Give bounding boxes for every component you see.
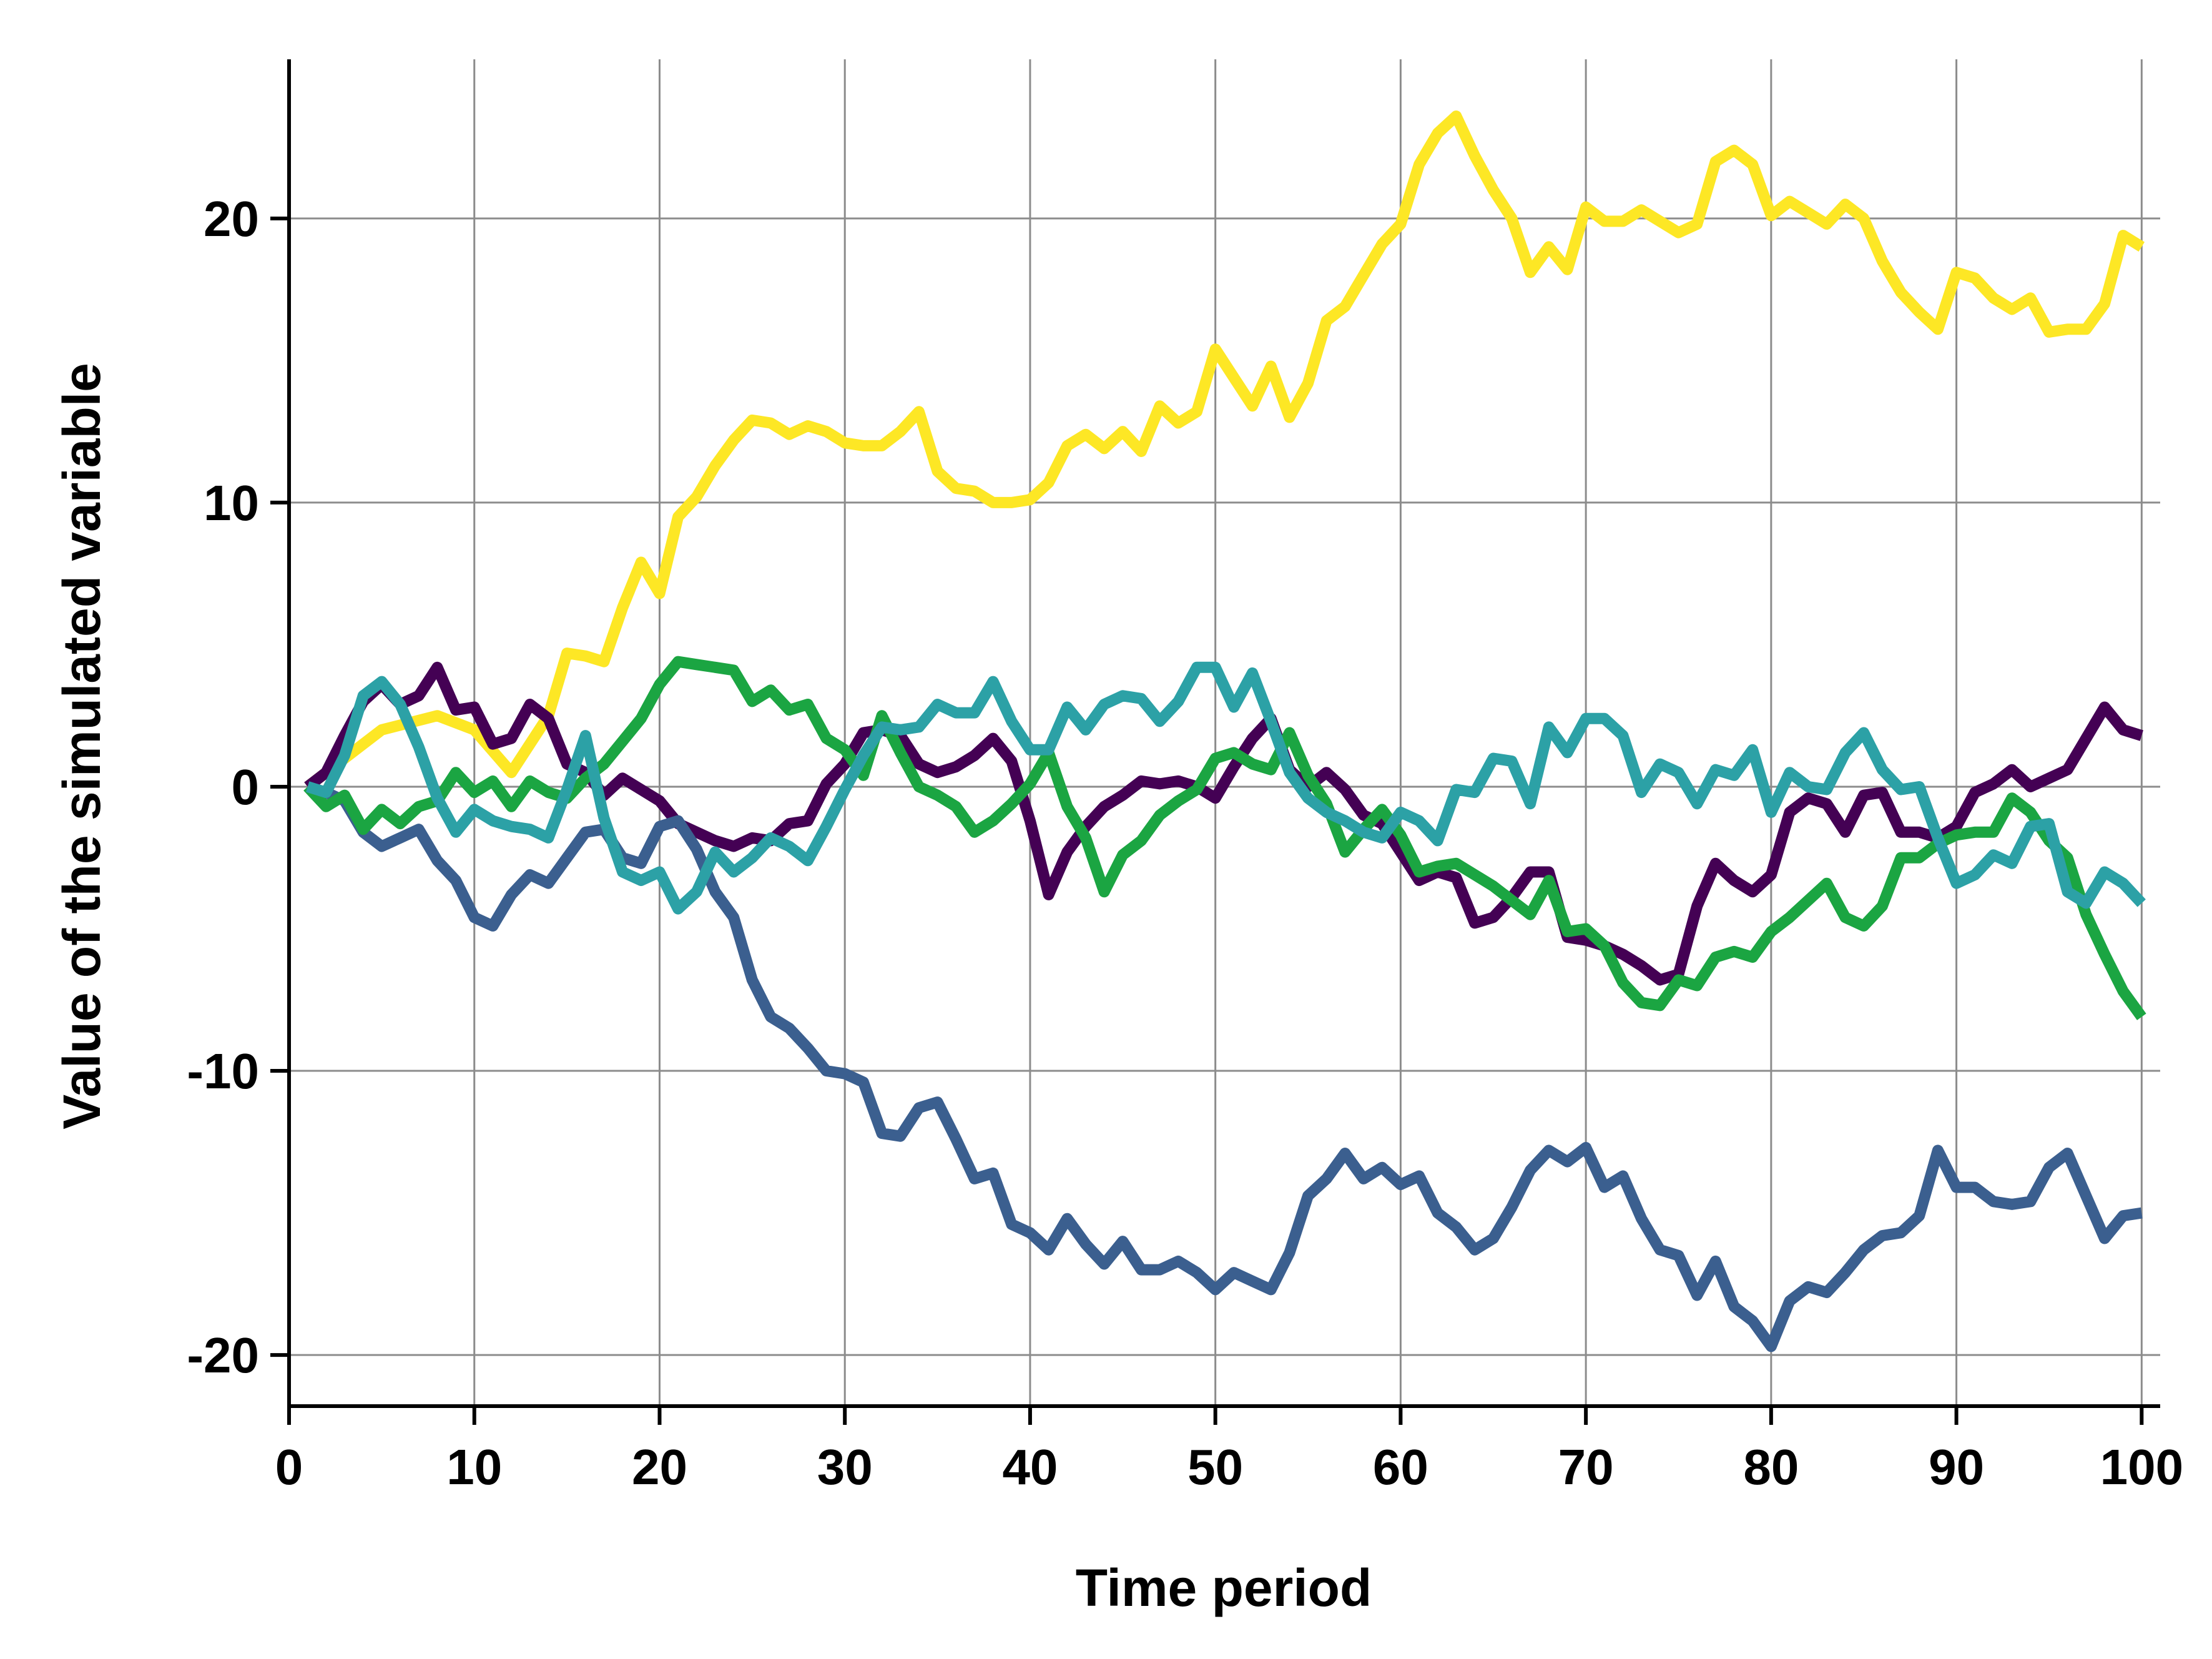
- series-line-2: [304, 661, 2143, 986]
- axes: [270, 59, 2160, 1425]
- x-tick-label-0: 0: [275, 1439, 303, 1495]
- x-tick-label-40: 40: [1002, 1439, 1058, 1495]
- series-line-1: [304, 111, 2145, 792]
- x-axis-title: Time period: [1076, 1558, 1372, 1617]
- x-tick-label-70: 70: [1558, 1439, 1614, 1495]
- x-tick-label-60: 60: [1373, 1439, 1428, 1495]
- x-tick-label-50: 50: [1187, 1439, 1243, 1495]
- series-line-5: [306, 661, 2146, 915]
- x-tick-label-100: 100: [2100, 1439, 2183, 1495]
- x-tick-label-90: 90: [1929, 1439, 1984, 1495]
- series-line-4: [303, 656, 2146, 1020]
- y-tick-label-0: 0: [232, 759, 260, 815]
- y-tick-label--20: -20: [187, 1327, 259, 1383]
- x-tick-label-80: 80: [1743, 1439, 1799, 1495]
- y-tick-label-10: 10: [204, 475, 259, 531]
- x-tick-label-20: 20: [632, 1439, 687, 1495]
- x-tick-label-30: 30: [817, 1439, 873, 1495]
- tick-labels: 0 10 20 30 40 50 60 70 80 90 100 -20 -10 0 10 20: [187, 191, 2183, 1495]
- y-tick-label-20: 20: [204, 191, 259, 247]
- x-tick-label-10: 10: [446, 1439, 502, 1495]
- y-axis-title: Value of the simulated variable: [52, 363, 111, 1130]
- series-lines: [303, 111, 2146, 1352]
- y-tick-label--10: -10: [187, 1043, 259, 1099]
